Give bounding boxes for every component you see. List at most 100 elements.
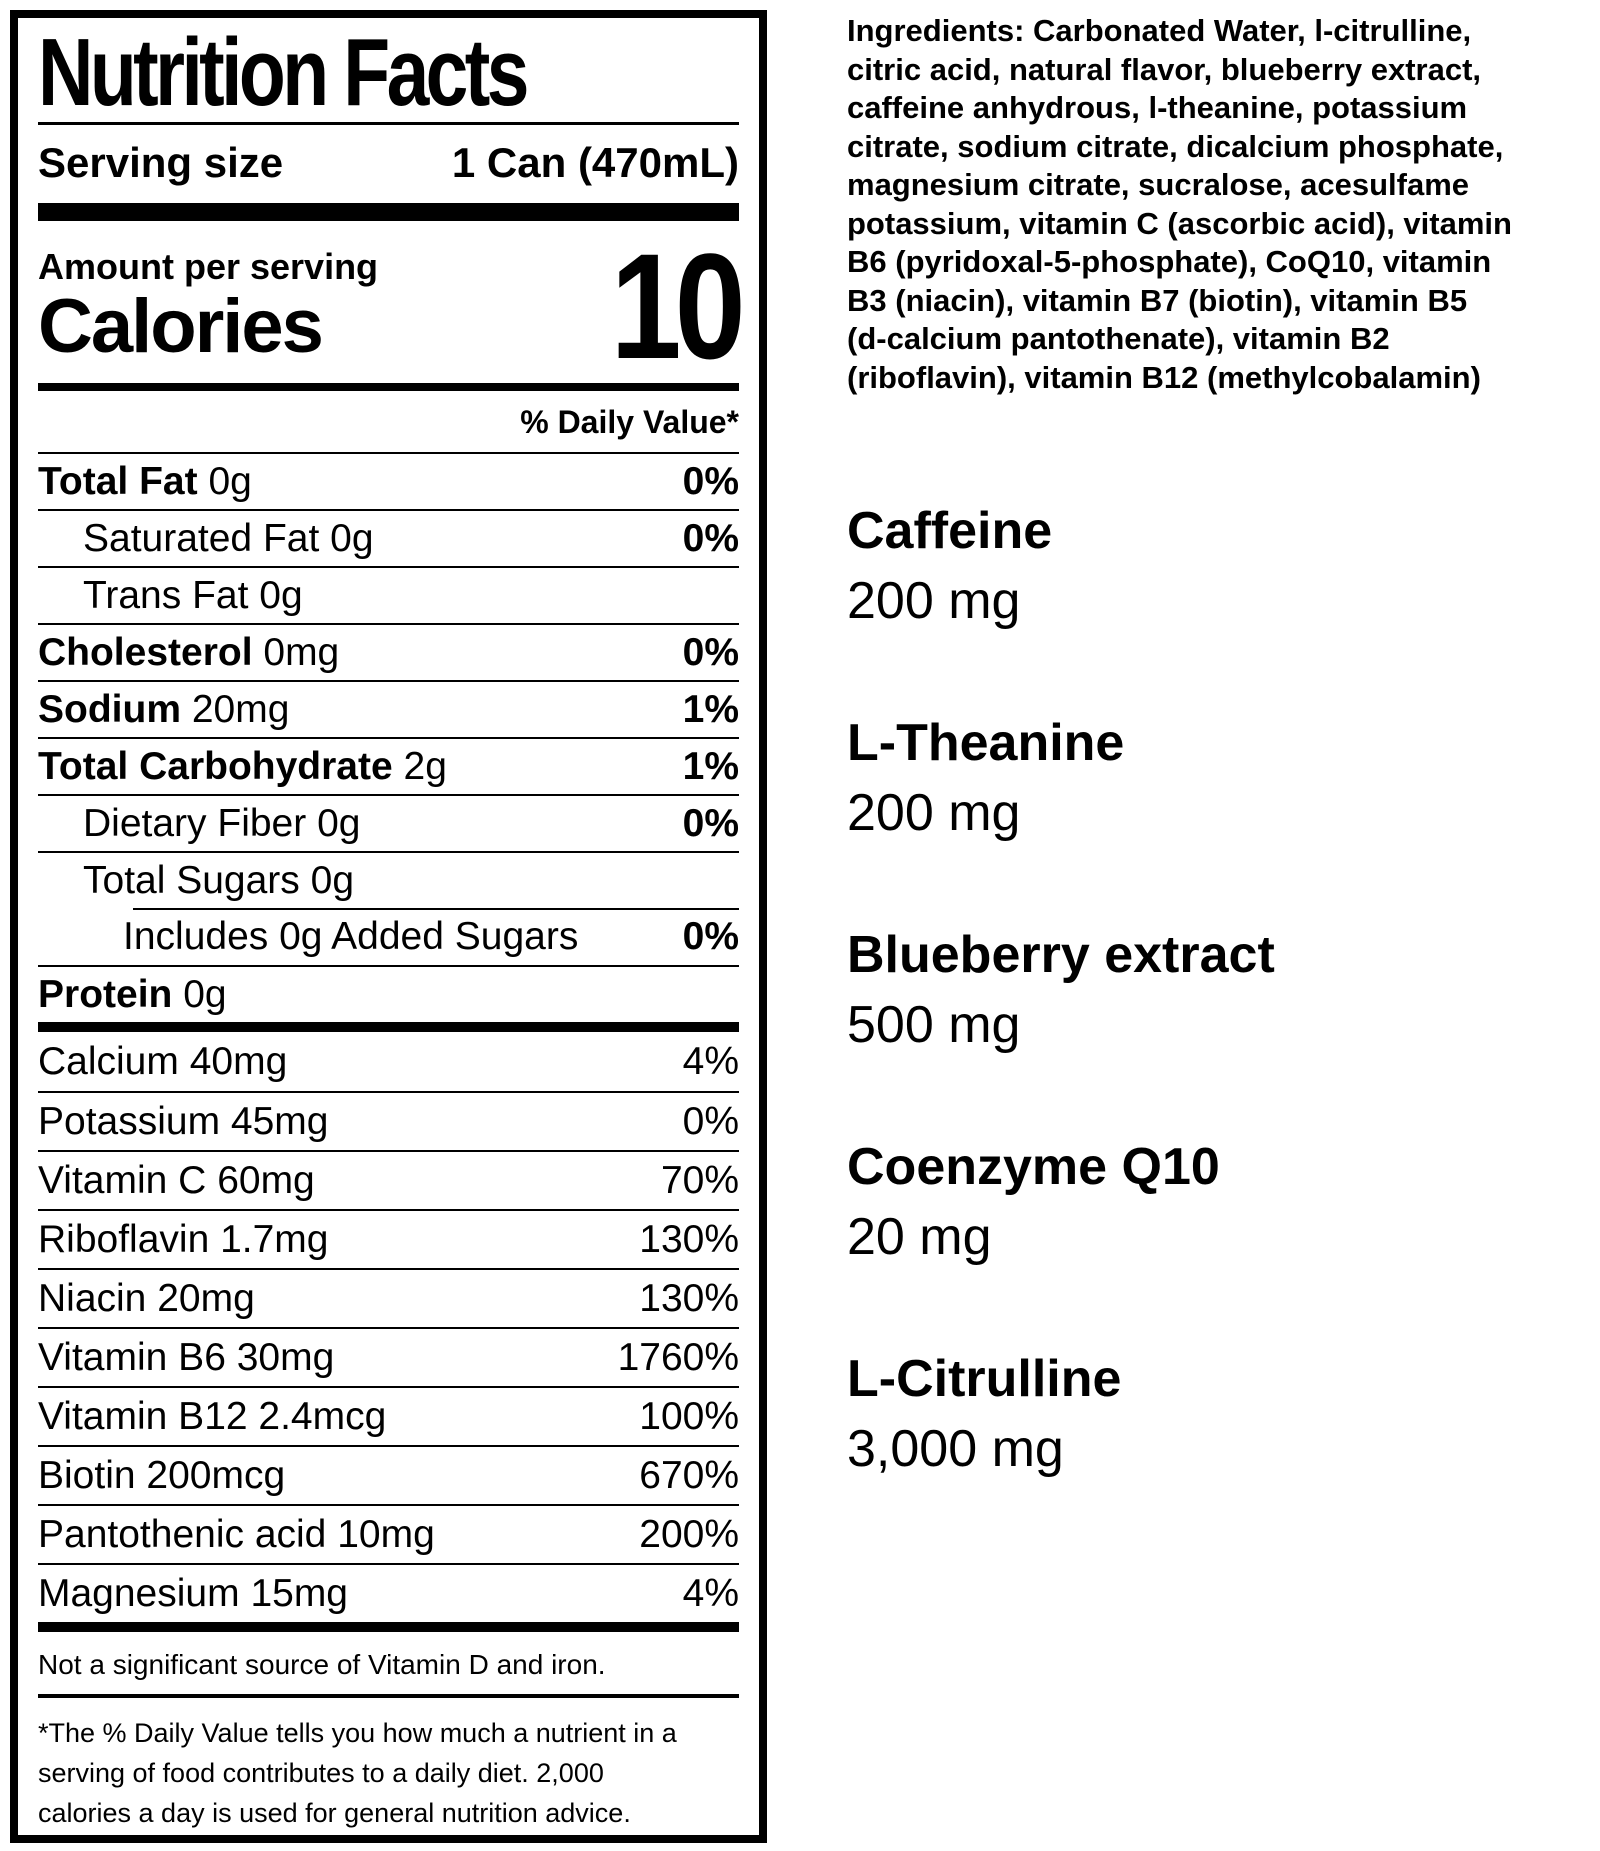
nutrient-label: Sodium 20mg xyxy=(38,687,290,731)
nutrient-label: Vitamin B12 2.4mcg xyxy=(38,1394,387,1438)
nutrient-label: Includes 0g Added Sugars xyxy=(123,914,579,958)
nutrient-daily-value: 70% xyxy=(660,1158,739,1202)
nutrient-amount: 20mg xyxy=(191,687,290,731)
nutrient-daily-value: 100% xyxy=(639,1394,739,1438)
nutrient-amount: 45mg xyxy=(230,1099,329,1143)
nutrient-rows: Total Fat 0g 0% Saturated Fat 0g 0% Trans Fa… xyxy=(38,452,739,1022)
serving-size-row: Serving size 1 Can (470mL) xyxy=(38,139,739,187)
nutrient-row: Protein 0g xyxy=(38,965,739,1022)
daily-value-footnote: *The % Daily Value tells you how much a … xyxy=(38,1698,739,1848)
nutrient-label: Total Carbohydrate 2g xyxy=(38,744,447,788)
ingredients-line: (d-calcium pantothenate), vitamin B2 xyxy=(847,321,1390,356)
supplement-amount-list: Caffeine 200 mg L-Theanine 200 mg Blueberry … xyxy=(847,501,1600,1479)
nutrient-row: Includes 0g Added Sugars 0% xyxy=(38,908,739,965)
nutrient-label: Vitamin B6 30mg xyxy=(38,1335,335,1379)
nutrient-daily-value: 0% xyxy=(682,1099,739,1143)
right-column: Ingredients: Carbonated Water, l-citrull… xyxy=(847,12,1600,1561)
nutrient-row: Vitamin C 60mg 70% xyxy=(38,1150,739,1209)
nutrient-amount: 1.7mg xyxy=(220,1217,329,1261)
nutrient-amount: 200mcg xyxy=(146,1453,286,1497)
nutrient-daily-value: 1% xyxy=(682,744,739,788)
nutrition-facts-title: Nutrition Facts xyxy=(38,19,529,126)
nutrient-amount: 0mg xyxy=(263,630,340,674)
nutrient-label: Dietary Fiber 0g xyxy=(83,801,361,845)
nutrient-amount: 30mg xyxy=(236,1335,335,1379)
nutrient-amount: 60mg xyxy=(217,1158,315,1202)
nutrient-label: Saturated Fat 0g xyxy=(83,516,374,560)
ingredients-line: citric acid, natural flavor, blueberry e… xyxy=(847,51,1482,87)
supplement-amount: 20 mg xyxy=(847,1208,992,1266)
footnote-line: *The % Daily Value tells you how much a … xyxy=(38,1718,677,1749)
nutrient-amount: 0g xyxy=(208,459,252,503)
nutrient-row: Riboflavin 1.7mg 130% xyxy=(38,1209,739,1268)
footnote-line: serving of food contributes to a daily d… xyxy=(38,1758,604,1789)
calories-label: Calories xyxy=(38,283,324,369)
supplement-amount: 200 mg xyxy=(847,784,1021,842)
micronutrient-divider-bar xyxy=(38,1622,739,1633)
nutrient-daily-value: 1760% xyxy=(617,1335,739,1379)
amount-per-serving-label: Amount per serving xyxy=(38,246,379,288)
nutrient-row: Sodium 20mg 1% xyxy=(38,680,739,737)
serving-size-value: 1 Can (470mL) xyxy=(451,138,739,186)
nutrient-daily-value: 130% xyxy=(639,1217,739,1261)
nutrient-label: Vitamin C 60mg xyxy=(38,1158,315,1202)
nutrient-amount: 15mg xyxy=(250,1571,348,1615)
supplement-entry: L-Citrulline 3,000 mg xyxy=(847,1349,1600,1479)
not-significant-note: Not a significant source of Vitamin D an… xyxy=(38,1649,606,1681)
nutrient-row: Potassium 45mg 0% xyxy=(38,1091,739,1150)
nutrient-row: Vitamin B12 2.4mcg 100% xyxy=(38,1386,739,1445)
footnote-line: calories a day is used for general nutri… xyxy=(38,1798,631,1829)
ingredients-line: caffeine anhydrous, l-theanine, potassiu… xyxy=(847,90,1468,125)
nutrient-daily-value: 0% xyxy=(682,801,739,845)
nutrient-row: Total Sugars 0g xyxy=(38,851,739,908)
supplement-entry: Blueberry extract 500 mg xyxy=(847,925,1600,1055)
nutrient-daily-value: 200% xyxy=(639,1512,739,1556)
nutrition-facts-panel: Nutrition Facts Serving size 1 Can (470m… xyxy=(10,10,767,1843)
ingredients-line: potassium, vitamin C (ascorbic acid), vi… xyxy=(847,205,1512,241)
nutrient-label: Calcium 40mg xyxy=(38,1039,288,1083)
thick-divider-bar xyxy=(38,203,739,222)
nutrient-row: Niacin 20mg 130% xyxy=(38,1268,739,1327)
ingredients-line: (riboflavin), vitamin B12 (methylcobalam… xyxy=(847,359,1481,395)
ingredients-line: citrate, sodium citrate, dicalcium phosp… xyxy=(847,128,1504,164)
nutrient-daily-value: 130% xyxy=(639,1276,739,1320)
nutrient-label: Cholesterol 0mg xyxy=(38,630,340,674)
supplement-amount: 200 mg xyxy=(847,572,1021,630)
nutrient-row: Biotin 200mcg 670% xyxy=(38,1445,739,1504)
nutrient-amount: 2.4mcg xyxy=(258,1394,387,1438)
nutrient-daily-value: 4% xyxy=(682,1571,739,1615)
supplement-name: Caffeine xyxy=(847,502,1053,560)
supplement-amount: 500 mg xyxy=(847,996,1021,1054)
supplement-entry: Coenzyme Q10 20 mg xyxy=(847,1137,1600,1267)
nutrient-daily-value: 0% xyxy=(682,914,739,958)
nutrient-label: Biotin 200mcg xyxy=(38,1453,286,1497)
nutrient-row: Total Carbohydrate 2g 1% xyxy=(38,737,739,794)
title-divider xyxy=(38,121,739,125)
nutrient-daily-value: 0% xyxy=(682,459,739,503)
nutrient-row: Magnesium 15mg 4% xyxy=(38,1563,739,1622)
nutrient-daily-value: 0% xyxy=(682,630,739,674)
nutrient-row: Total Fat 0g 0% xyxy=(38,452,739,509)
nutrient-row: Dietary Fiber 0g 0% xyxy=(38,794,739,851)
supplement-name: L-Theanine xyxy=(847,714,1125,772)
nutrient-label: Pantothenic acid 10mg xyxy=(38,1512,435,1556)
ingredients-line: magnesium citrate, sucralose, acesulfame xyxy=(847,167,1470,202)
supplement-name: Coenzyme Q10 xyxy=(847,1138,1220,1196)
daily-value-header: % Daily Value* xyxy=(520,404,739,441)
nutrient-label: Protein 0g xyxy=(38,972,227,1016)
nutrient-amount: 2g xyxy=(403,744,447,788)
supplement-name: Blueberry extract xyxy=(847,926,1275,984)
footnote-divider xyxy=(38,1694,739,1699)
nutrient-label: Niacin 20mg xyxy=(38,1276,255,1320)
nutrient-row: Pantothenic acid 10mg 200% xyxy=(38,1504,739,1563)
nutrient-amount: 0g xyxy=(310,858,355,902)
serving-size-label: Serving size xyxy=(38,138,284,186)
ingredients-line: B6 (pyridoxal-5-phosphate), CoQ10, vitam… xyxy=(847,244,1492,279)
nutrient-amount: 0g xyxy=(259,573,303,617)
supplement-amount: 3,000 mg xyxy=(847,1420,1064,1478)
nutrient-amount: 0g xyxy=(183,972,227,1016)
nutrient-amount: 0g xyxy=(317,801,361,845)
nutrient-label: Potassium 45mg xyxy=(38,1099,329,1143)
protein-divider-bar xyxy=(38,1022,739,1033)
nutrient-label: Trans Fat 0g xyxy=(83,573,303,617)
